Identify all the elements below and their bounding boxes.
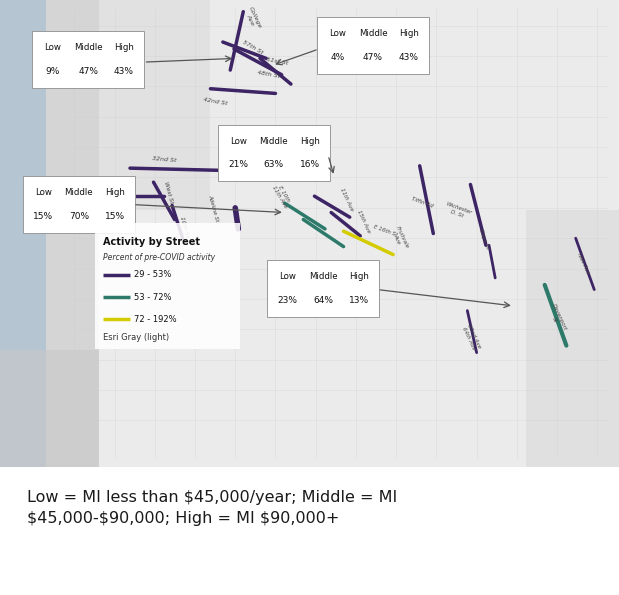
- Text: 57th St: 57th St: [241, 40, 264, 55]
- Text: Baya St: Baya St: [478, 228, 490, 250]
- Text: 16%: 16%: [300, 160, 320, 170]
- Text: Low: Low: [35, 188, 51, 197]
- Text: High: High: [300, 137, 319, 146]
- Text: 43%: 43%: [114, 67, 134, 76]
- Text: Low = MI less than $45,000/year; Middle = MI
$45,000-$90,000; High = MI $90,000+: Low = MI less than $45,000/year; Middle …: [27, 490, 398, 526]
- Text: Middle: Middle: [259, 137, 288, 146]
- Text: 62nd Ave
64th Ave: 62nd Ave 64th Ave: [461, 323, 482, 352]
- Text: 51st St: 51st St: [266, 57, 288, 66]
- Text: 23%: 23%: [278, 296, 298, 305]
- Text: Low: Low: [279, 272, 296, 281]
- Text: 53 - 72%: 53 - 72%: [134, 293, 172, 302]
- Text: 13%: 13%: [349, 296, 370, 305]
- Bar: [46, 0, 99, 467]
- Text: Fruitvale
Ave: Fruitvale Ave: [389, 225, 409, 251]
- Text: 4%: 4%: [330, 53, 344, 62]
- Bar: [526, 210, 619, 467]
- Text: 21%: 21%: [228, 160, 248, 170]
- Text: 15%: 15%: [33, 212, 53, 221]
- Bar: [0, 224, 71, 467]
- Text: College
Ave: College Ave: [243, 6, 262, 32]
- Text: Wichester
D. St: Wichester D. St: [443, 201, 473, 221]
- Text: 70%: 70%: [69, 212, 89, 221]
- FancyBboxPatch shape: [218, 125, 330, 181]
- FancyBboxPatch shape: [32, 32, 144, 88]
- Text: 43%: 43%: [399, 53, 418, 62]
- Text: E 16th St: E 16th St: [372, 224, 398, 238]
- FancyBboxPatch shape: [95, 223, 240, 349]
- FancyBboxPatch shape: [23, 176, 135, 233]
- Bar: [0, 350, 99, 467]
- Text: 9%: 9%: [45, 67, 59, 76]
- Text: 29 - 53%: 29 - 53%: [134, 270, 171, 279]
- Text: Middle: Middle: [64, 188, 93, 197]
- Text: 63%: 63%: [264, 160, 284, 170]
- Text: Nav Ave: Nav Ave: [576, 252, 590, 275]
- Bar: [99, 0, 210, 210]
- Text: 16th St: 16th St: [111, 183, 134, 190]
- Text: 47%: 47%: [78, 67, 98, 76]
- Text: 64%: 64%: [313, 296, 334, 305]
- Bar: [99, 0, 619, 467]
- Text: 72 - 192%: 72 - 192%: [134, 315, 177, 324]
- Text: Middle: Middle: [358, 29, 387, 38]
- Text: 48th St: 48th St: [257, 70, 280, 79]
- FancyBboxPatch shape: [267, 260, 379, 317]
- Text: High: High: [349, 272, 369, 281]
- Text: Middle: Middle: [74, 43, 103, 52]
- Text: High: High: [114, 43, 134, 52]
- Text: 10th St: 10th St: [180, 215, 189, 237]
- Text: Low: Low: [44, 43, 61, 52]
- Text: Low: Low: [230, 137, 246, 146]
- Text: Percent of pre-COVID activity: Percent of pre-COVID activity: [103, 253, 215, 262]
- Text: 15%: 15%: [105, 212, 125, 221]
- Text: West St: West St: [163, 181, 174, 204]
- Text: Activity by Street: Activity by Street: [103, 237, 201, 248]
- Text: High: High: [105, 188, 124, 197]
- Text: High: High: [399, 29, 418, 38]
- Text: 15th Ave: 15th Ave: [357, 209, 371, 234]
- Text: 42nd St: 42nd St: [203, 97, 228, 107]
- Text: Davenport
St: Davenport St: [546, 303, 568, 334]
- Text: Adeline St: Adeline St: [207, 194, 220, 222]
- Text: Low: Low: [329, 29, 345, 38]
- Text: 11th Ave: 11th Ave: [339, 187, 354, 212]
- Text: 47%: 47%: [363, 53, 383, 62]
- Text: Tiffin Rd: Tiffin Rd: [410, 196, 434, 209]
- Text: 32nd St: 32nd St: [152, 156, 176, 163]
- FancyBboxPatch shape: [317, 17, 429, 74]
- Bar: [0, 0, 46, 224]
- Text: Middle: Middle: [309, 272, 338, 281]
- Text: Esri Gray (light): Esri Gray (light): [103, 333, 170, 342]
- Text: E 10th
11th Ave: E 10th 11th Ave: [271, 182, 293, 209]
